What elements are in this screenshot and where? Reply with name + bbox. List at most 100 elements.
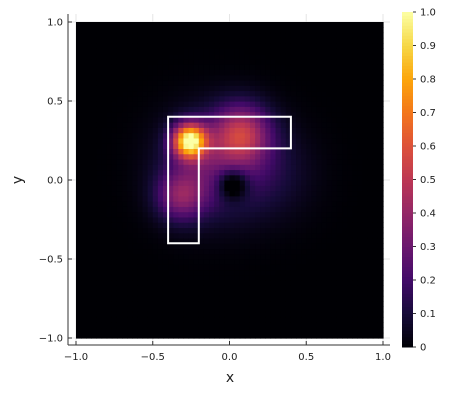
- heatmap-cell: [162, 232, 169, 239]
- colorbar-segment: [402, 135, 413, 140]
- heatmap-cell: [198, 95, 205, 102]
- heatmap-cell: [168, 169, 174, 176]
- heatmap-cell: [321, 132, 328, 139]
- heatmap-cell: [377, 101, 384, 107]
- heatmap-cell: [106, 264, 113, 271]
- heatmap-cell: [101, 153, 108, 160]
- heatmap-cell: [265, 306, 272, 313]
- heatmap-cell: [249, 206, 256, 213]
- heatmap-cell: [249, 332, 256, 339]
- heatmap-cell: [260, 206, 266, 213]
- heatmap-cell: [209, 222, 215, 228]
- heatmap-cell: [76, 216, 82, 223]
- heatmap-cell: [214, 211, 220, 218]
- heatmap-cell: [306, 116, 312, 123]
- heatmap-cell: [147, 43, 154, 49]
- heatmap-cell: [111, 111, 118, 118]
- heatmap-cell: [96, 74, 103, 81]
- heatmap-cell: [111, 48, 118, 55]
- heatmap-cell: [106, 143, 113, 149]
- colorbar-segment: [402, 226, 413, 231]
- heatmap-cell: [270, 37, 277, 44]
- heatmap-cell: [306, 243, 312, 250]
- heatmap-cell: [91, 285, 98, 292]
- heatmap-cell: [122, 306, 128, 313]
- heatmap-cell: [91, 58, 98, 65]
- heatmap-cell: [326, 253, 333, 260]
- heatmap-cell: [296, 227, 302, 234]
- heatmap-cell: [91, 306, 98, 313]
- heatmap-cell: [357, 237, 364, 244]
- heatmap-cell: [81, 69, 87, 76]
- heatmap-cell: [285, 122, 292, 128]
- heatmap-cell: [101, 74, 108, 81]
- heatmap-cell: [219, 280, 225, 286]
- heatmap-cell: [306, 27, 312, 34]
- heatmap-cell: [331, 127, 338, 134]
- heatmap-cell: [244, 101, 251, 107]
- heatmap-cell: [234, 169, 241, 176]
- heatmap-cell: [137, 227, 144, 234]
- heatmap-cell: [203, 285, 210, 292]
- heatmap-cell: [173, 69, 179, 76]
- heatmap-cell: [367, 64, 374, 70]
- heatmap-cell: [265, 90, 272, 97]
- heatmap-cell: [342, 243, 348, 250]
- heatmap-cell: [96, 259, 103, 265]
- heatmap-cell: [122, 285, 128, 292]
- heatmap-cell: [178, 158, 185, 165]
- heatmap-cell: [296, 322, 302, 329]
- colorbar-segment: [402, 149, 413, 154]
- colorbar-segment: [402, 249, 413, 254]
- heatmap-cell: [173, 148, 179, 155]
- heatmap-cell: [321, 48, 328, 55]
- heatmap-cell: [377, 127, 384, 134]
- heatmap-cell: [331, 64, 338, 70]
- heatmap-cell: [142, 79, 149, 86]
- heatmap-cell: [209, 306, 215, 313]
- heatmap-cell: [260, 248, 266, 255]
- heatmap-cell: [255, 153, 261, 160]
- heatmap-cell: [162, 106, 169, 113]
- heatmap-cell: [209, 58, 215, 65]
- heatmap-cell: [157, 32, 164, 39]
- heatmap-cell: [173, 158, 179, 165]
- heatmap-cell: [76, 285, 82, 292]
- heatmap-cell: [193, 301, 200, 307]
- heatmap-cell: [331, 327, 338, 334]
- heatmap-cell: [352, 137, 359, 144]
- heatmap-cell: [111, 316, 118, 323]
- heatmap-cell: [239, 164, 246, 171]
- heatmap-cell: [275, 285, 282, 292]
- heatmap-cell: [152, 111, 159, 118]
- heatmap-cell: [377, 222, 384, 228]
- heatmap-cell: [331, 232, 338, 239]
- heatmap-cell: [193, 137, 200, 144]
- heatmap-cell: [352, 169, 359, 176]
- heatmap-cell: [106, 237, 113, 244]
- heatmap-cell: [260, 190, 266, 197]
- heatmap-cell: [96, 306, 103, 313]
- heatmap-cell: [168, 53, 174, 60]
- heatmap-cell: [372, 185, 379, 192]
- heatmap-cell: [91, 48, 98, 55]
- heatmap-cell: [270, 74, 277, 81]
- heatmap-cell: [367, 148, 374, 155]
- heatmap-cell: [173, 169, 179, 176]
- colorbar-segment: [402, 18, 413, 23]
- heatmap-cell: [342, 222, 348, 228]
- heatmap-cell: [152, 58, 159, 65]
- heatmap-cell: [249, 153, 256, 160]
- heatmap-cell: [188, 158, 195, 165]
- heatmap-cell: [306, 201, 312, 207]
- heatmap-cell: [270, 232, 277, 239]
- heatmap-cell: [367, 158, 374, 165]
- heatmap-cell: [239, 74, 246, 81]
- heatmap-cell: [219, 248, 225, 255]
- heatmap-cell: [260, 180, 266, 186]
- heatmap-cell: [260, 285, 266, 292]
- heatmap-cell: [214, 169, 220, 176]
- heatmap-cell: [152, 116, 159, 123]
- heatmap-cell: [178, 211, 185, 218]
- heatmap-cell: [152, 259, 159, 265]
